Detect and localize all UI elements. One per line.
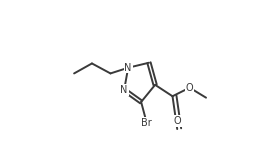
Text: N: N <box>120 85 128 95</box>
Text: N: N <box>125 63 132 73</box>
Text: O: O <box>173 116 181 126</box>
Text: O: O <box>186 83 193 93</box>
Text: Br: Br <box>142 118 152 128</box>
